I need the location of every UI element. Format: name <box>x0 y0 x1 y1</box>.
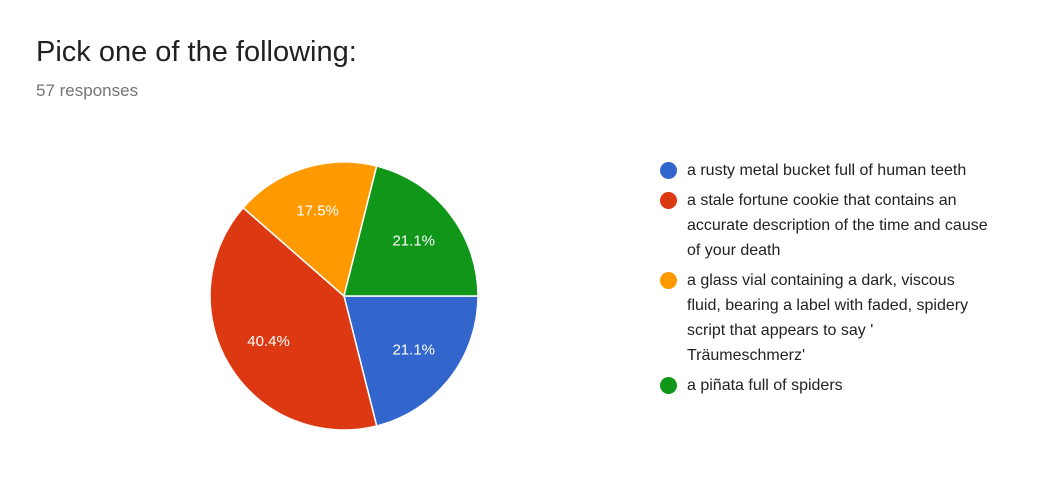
slice-label: 40.4% <box>247 333 290 350</box>
pie-slice <box>343 295 479 427</box>
legend-item: a glass vial containing a dark, viscous … <box>660 268 990 368</box>
legend-swatch <box>660 192 677 209</box>
pie-slice <box>242 161 378 298</box>
legend-label: a rusty metal bucket full of human teeth <box>687 162 967 179</box>
chart-subtitle: 57 responses <box>36 81 139 100</box>
legend-label: a stale fortune cookie that contains an … <box>687 192 988 259</box>
chart-title: Pick one of the following: <box>36 36 357 68</box>
legend: a rusty metal bucket full of human teeth… <box>660 158 990 403</box>
slice-label: 21.1% <box>392 233 435 250</box>
slice-label: 17.5% <box>296 203 339 220</box>
slice-label: 21.1% <box>392 341 435 358</box>
legend-swatch <box>660 162 677 179</box>
legend-item: a rusty metal bucket full of human teeth <box>660 158 990 183</box>
legend-swatch <box>660 272 677 289</box>
legend-label: a piñata full of spiders <box>687 377 843 394</box>
legend-label: a glass vial containing a dark, viscous … <box>687 272 969 364</box>
legend-swatch <box>660 377 677 394</box>
pie-slice <box>209 206 378 431</box>
pie-slice <box>343 165 479 297</box>
legend-item: a piñata full of spiders <box>660 373 990 398</box>
legend-item: a stale fortune cookie that contains an … <box>660 188 990 263</box>
